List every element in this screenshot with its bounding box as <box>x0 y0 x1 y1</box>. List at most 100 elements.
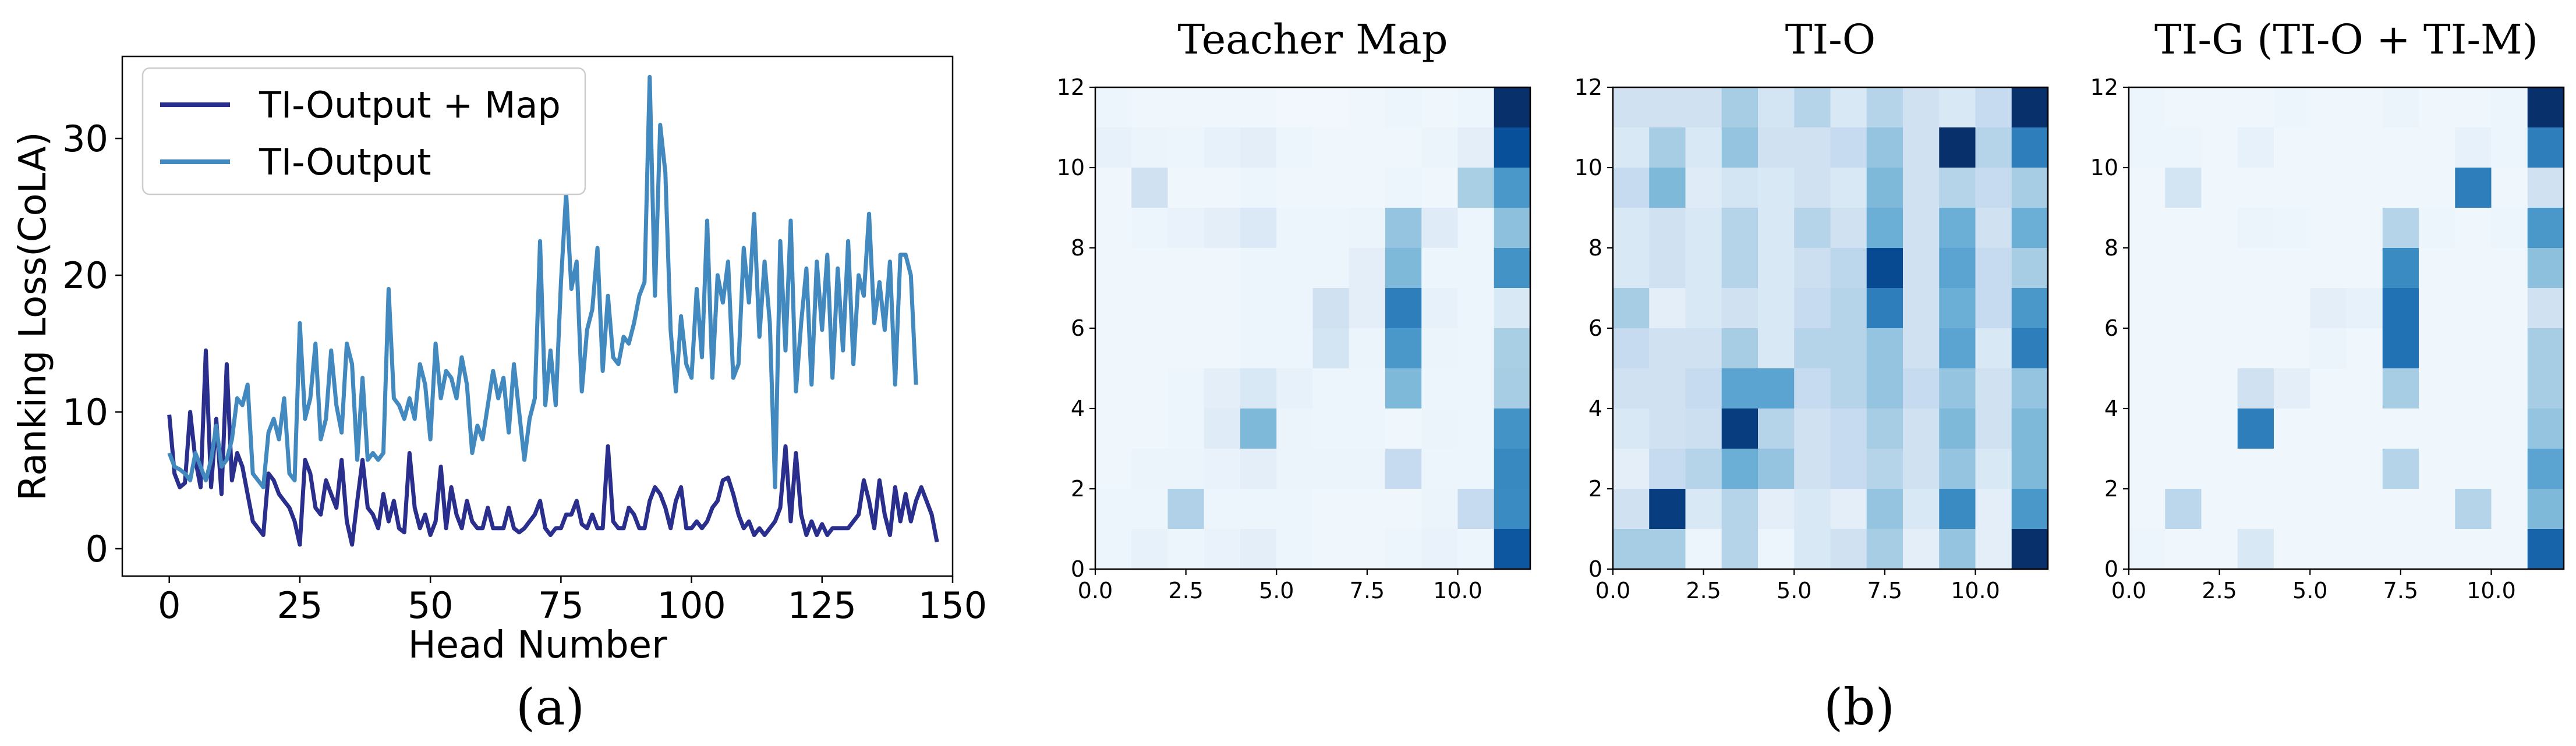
heatmap-cell <box>1349 368 1386 409</box>
heatmap-cell <box>2382 489 2419 530</box>
heatmap-cell <box>1830 449 1867 489</box>
heatmap-cell <box>2527 529 2564 570</box>
x-tick-label: 10.0 <box>2467 578 2516 603</box>
heatmap-cell <box>2455 449 2492 489</box>
heatmap-cell <box>2274 408 2310 449</box>
heatmap-cell <box>2129 368 2165 409</box>
heatmap-cell <box>2129 328 2165 369</box>
heatmap-cell <box>2455 529 2492 570</box>
heatmap-cell <box>1903 328 1940 369</box>
heatmap-cell <box>2274 288 2310 329</box>
y-tick-label: 12 <box>1057 74 1085 100</box>
x-tick-label: 100 <box>657 584 726 627</box>
heatmap-cell <box>2346 168 2383 208</box>
heatmap-cell <box>1903 208 1940 248</box>
y-axis-label: Ranking Loss(CoLA) <box>12 132 55 500</box>
heatmap-cell <box>1167 87 1205 128</box>
heatmap-cell <box>1276 408 1314 449</box>
heatmap-cell <box>1721 168 1758 208</box>
heatmap-cell <box>1758 127 1795 168</box>
heatmap-cell <box>1721 449 1758 489</box>
heatmap-cell <box>1721 408 1758 449</box>
heatmap-cell <box>1866 127 1903 168</box>
heatmap-cell <box>2455 288 2492 329</box>
heatmap-cell <box>1975 248 2012 289</box>
heatmap-cell <box>1649 87 1686 128</box>
heatmap-cell <box>2165 489 2202 530</box>
heatmap-cell <box>2129 489 2165 530</box>
heatmap-cell <box>1494 288 1531 329</box>
heatmap-cell <box>1276 87 1314 128</box>
heatmap-cell <box>1204 489 1241 530</box>
x-tick-label: 10.0 <box>1433 578 1482 603</box>
heatmap-cell <box>2201 248 2238 289</box>
heatmap-cell <box>2201 127 2238 168</box>
heatmap-cell <box>1167 288 1205 329</box>
heatmap-cell <box>2310 449 2347 489</box>
heatmap-cell <box>2419 248 2455 289</box>
heatmap-cell <box>2419 449 2455 489</box>
heatmap-cell <box>1721 328 1758 369</box>
heatmap-cell <box>1457 489 1495 530</box>
heatmap-cell <box>1794 529 1831 570</box>
x-tick-label: 125 <box>788 584 857 627</box>
heatmap-cell <box>1903 529 1940 570</box>
heatmap-cell <box>1649 208 1686 248</box>
heatmap-cell <box>1095 529 1132 570</box>
heatmap-cell <box>2201 408 2238 449</box>
legend-label-1: TI-Output <box>259 141 431 183</box>
heatmap-cell <box>2011 408 2048 449</box>
heatmap-cell <box>1613 328 1650 369</box>
heatmap-cell <box>1457 87 1495 128</box>
x-tick-label: 2.5 <box>1686 578 1721 603</box>
heatmap-cell <box>1385 127 1422 168</box>
heatmap-cell <box>1421 368 1459 409</box>
heatmap-cell <box>1421 529 1459 570</box>
heatmap-cell <box>1649 127 1686 168</box>
x-tick-label: 0.0 <box>2111 578 2146 603</box>
heatmap-cell <box>1866 248 1903 289</box>
heatmap-cell <box>1649 489 1686 530</box>
heatmap-cell <box>2382 328 2419 369</box>
heatmap-cell <box>1903 449 1940 489</box>
heatmap-cell <box>1276 368 1314 409</box>
y-tick-label: 12 <box>2090 74 2118 100</box>
heatmap-cell <box>2419 529 2455 570</box>
heatmap-cell <box>2346 408 2383 449</box>
heatmap-cell <box>1131 127 1169 168</box>
heatmap-cell <box>1421 288 1459 329</box>
heatmap-cell <box>1167 368 1205 409</box>
heatmap-cell <box>1939 328 1976 369</box>
heatmap-cell <box>1685 87 1722 128</box>
heatmap-cell <box>1939 288 1976 329</box>
heatmap-cell <box>1794 208 1831 248</box>
heatmap-cell <box>1276 127 1314 168</box>
heatmap-cell <box>1685 408 1722 449</box>
heatmap-cell <box>1939 449 1976 489</box>
heatmap-cell <box>1131 328 1169 369</box>
heatmap-title: Teacher Map <box>1177 16 1448 63</box>
heatmap-cell <box>1349 288 1386 329</box>
heatmap-cell <box>1167 127 1205 168</box>
heatmap-cell <box>1204 529 1241 570</box>
heatmap-cell <box>1866 408 1903 449</box>
heatmap-cell <box>1613 489 1650 530</box>
x-tick-label: 10.0 <box>1951 578 2000 603</box>
heatmap-cell <box>1385 449 1422 489</box>
heatmap-cell <box>2346 127 2383 168</box>
heatmap-cell <box>1457 248 1495 289</box>
heatmap-cell <box>2165 87 2202 128</box>
heatmap-cell <box>1457 529 1495 570</box>
heatmap-cell <box>2201 288 2238 329</box>
heatmap-cell <box>1385 408 1422 449</box>
heatmap-cell <box>1649 408 1686 449</box>
heatmap-cell <box>1721 248 1758 289</box>
heatmap-cell <box>1830 328 1867 369</box>
heatmap-cell <box>2011 489 2048 530</box>
heatmap-cell <box>1421 168 1459 208</box>
heatmap-cell <box>1613 288 1650 329</box>
heatmap-cell <box>2346 208 2383 248</box>
heatmap-cell <box>2274 328 2310 369</box>
heatmap-cell <box>1794 368 1831 409</box>
heatmap-cell <box>1204 208 1241 248</box>
